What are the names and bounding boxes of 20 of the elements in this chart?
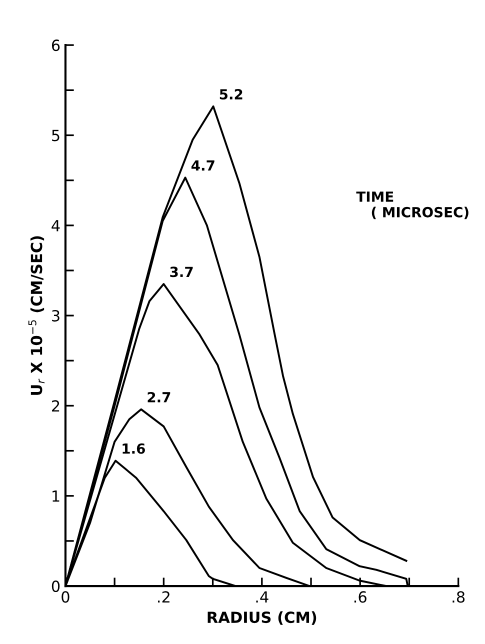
x-tick-label: 0	[62, 591, 70, 603]
y-tick-label: 3	[52, 310, 60, 322]
series-label: 4.7	[191, 160, 214, 171]
x-tick-label: .2	[158, 591, 170, 603]
y-tick-label: 1	[52, 490, 60, 502]
legend-title: TIME ( MICROSEC)	[356, 192, 468, 220]
x-tick-label: .6	[354, 591, 366, 603]
y-tick-label: 0	[52, 580, 60, 592]
x-tick-label: .8	[452, 591, 465, 603]
series-label: 3.7	[170, 266, 193, 278]
y-tick-label: 2	[52, 400, 60, 412]
y-tick-label: 4	[52, 220, 60, 232]
series-label: 5.2	[220, 89, 242, 100]
series-label: 1.6	[122, 443, 145, 454]
y-tick-label: 5	[52, 130, 60, 142]
x-axis-title: RADIUS (CM)	[208, 611, 316, 625]
y-tick-label: 6	[52, 40, 60, 52]
x-tick-label: .4	[256, 591, 268, 603]
series-label: 2.7	[148, 392, 170, 402]
y-axis-title: U$_{r}$ X 10$^{−5}$ (CM/SEC)	[28, 236, 45, 395]
